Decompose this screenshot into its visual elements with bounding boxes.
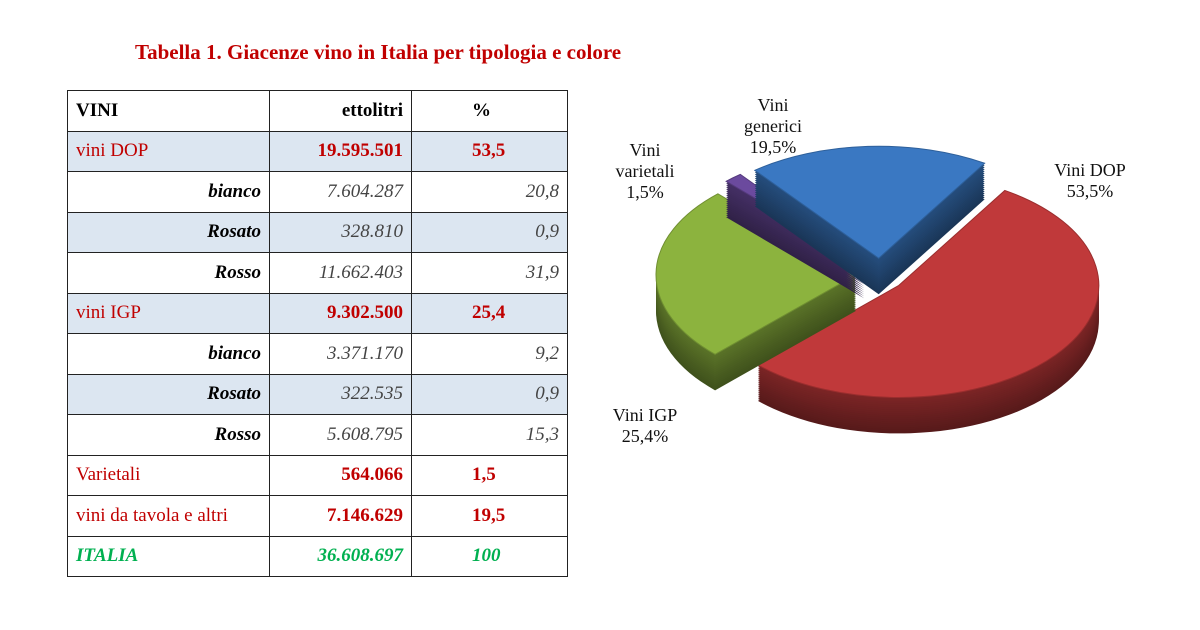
table-cell: 19,5: [411, 495, 568, 537]
header-cell: %: [411, 90, 568, 132]
slice-top: [655, 193, 858, 355]
slice-label: Vini generici 19,5%: [718, 95, 828, 158]
table-cell: 53,5: [411, 130, 568, 172]
table-cell: 20,8: [411, 171, 568, 213]
table-cell: Rosato: [67, 211, 270, 253]
slice-top: [756, 189, 1100, 398]
table-cell: 3.371.170: [269, 333, 412, 375]
table-cell: Varietali: [67, 454, 270, 496]
table-cell: 25,4: [411, 292, 568, 334]
table-cell: 9,2: [411, 333, 568, 375]
slice-value: 25,4%: [621, 426, 669, 446]
pie-slice: [753, 145, 986, 295]
slice-name: Vini IGP: [612, 405, 678, 425]
slice-label: Vini IGP 25,4%: [590, 405, 700, 447]
table-cell: 19.595.501: [269, 130, 412, 172]
table-cell: 322.535: [269, 373, 412, 415]
table-cell: 564.066: [269, 454, 412, 496]
table-cell: vini DOP: [67, 130, 270, 172]
table-cell: Rosso: [67, 252, 270, 294]
pie-slice: [756, 189, 1100, 434]
table-cell: 31,9: [411, 252, 568, 294]
table-cell: bianco: [67, 171, 270, 213]
header-cell: VINI: [67, 90, 270, 132]
slice-value: 1,5%: [626, 182, 664, 202]
table-cell: 11.662.403: [269, 252, 412, 294]
table-cell: 100: [411, 535, 568, 577]
table-cell: Rosato: [67, 373, 270, 415]
slice-value: 53,5%: [1066, 181, 1114, 201]
header-cell: ettolitri: [269, 90, 412, 132]
slice-label: Vini varietali 1,5%: [590, 140, 700, 203]
table-cell: 36.608.697: [269, 535, 412, 577]
pie-slice: [655, 193, 858, 391]
table-cell: Rosso: [67, 414, 270, 456]
slice-name: Vini generici: [744, 95, 802, 136]
slice-value: 19,5%: [749, 137, 797, 157]
table-cell: 1,5: [411, 454, 568, 496]
title: Tabella 1. Giacenze vino in Italia per t…: [135, 40, 622, 64]
data-table: VINI ettolitri% vini DOP 19.595.501 53,5 bi…: [67, 90, 568, 577]
table-cell: vini IGP: [67, 292, 270, 334]
slice-top: [753, 145, 986, 259]
table-cell: 0,9: [411, 211, 568, 253]
table-cell: ITALIA: [67, 535, 270, 577]
table-cell: 328.810: [269, 211, 412, 253]
slice-name: Vini DOP: [1054, 160, 1126, 180]
slice-name: Vini varietali: [615, 140, 675, 181]
table-cell: 7.604.287: [269, 171, 412, 213]
slice-label: Vini DOP 53,5%: [1035, 160, 1145, 202]
